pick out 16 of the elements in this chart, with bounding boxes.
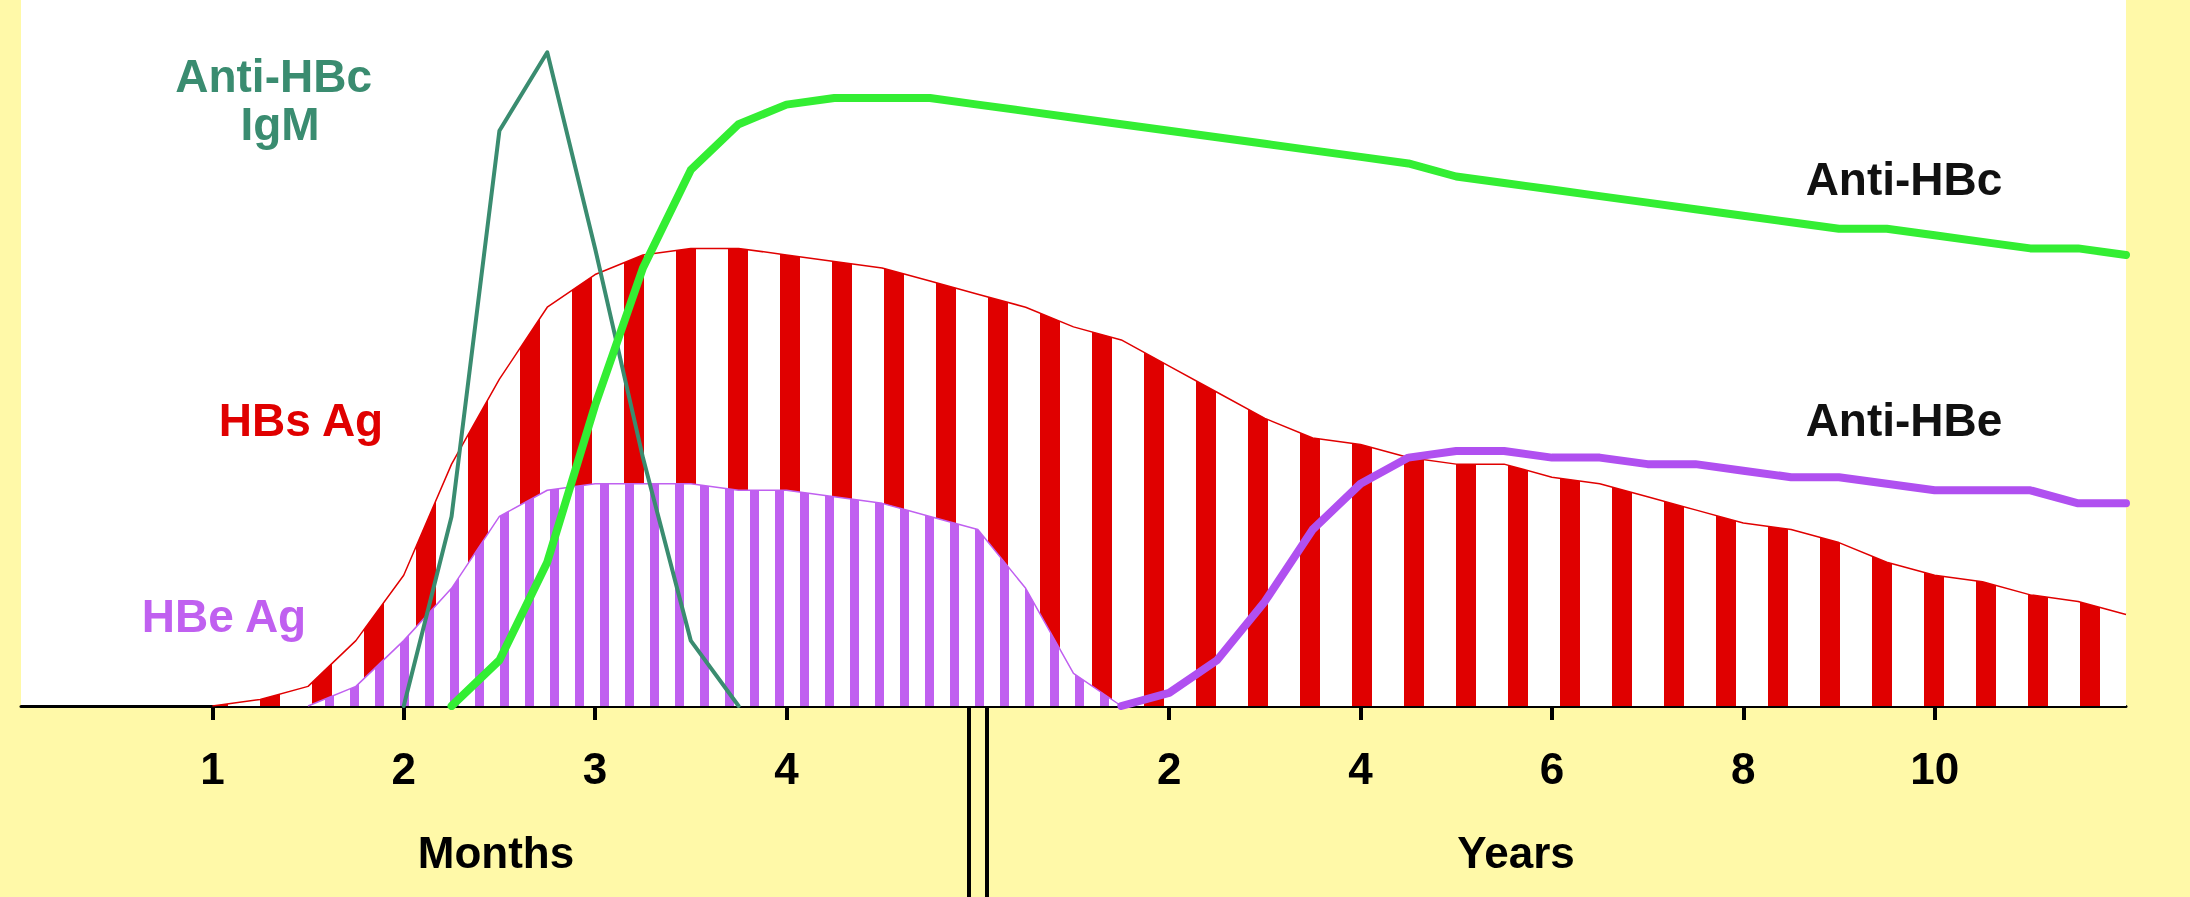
x-tick-label: 4: [774, 743, 800, 793]
x-tick-label: 6: [1539, 743, 1565, 793]
series-label: Anti-HBc: [1805, 153, 2003, 205]
series-label: HBs Ag: [218, 394, 384, 446]
series-label: Anti-HBe: [1805, 394, 2003, 446]
text: Years: [1457, 827, 1575, 877]
x-tick-label: 10: [1910, 743, 1960, 793]
x-tick-label: 4: [1348, 743, 1374, 793]
x-tick-label: 2: [391, 743, 416, 793]
x-tick-label: 8: [1731, 743, 1756, 793]
series-label: HBe Ag: [141, 590, 307, 642]
x-tick-label: 3: [582, 743, 608, 793]
x-tick-label: 2: [1156, 743, 1182, 793]
text: Anti-HBc IgM: [175, 50, 385, 150]
x-tick-label: 1: [200, 743, 225, 793]
text: Months: [417, 827, 575, 877]
